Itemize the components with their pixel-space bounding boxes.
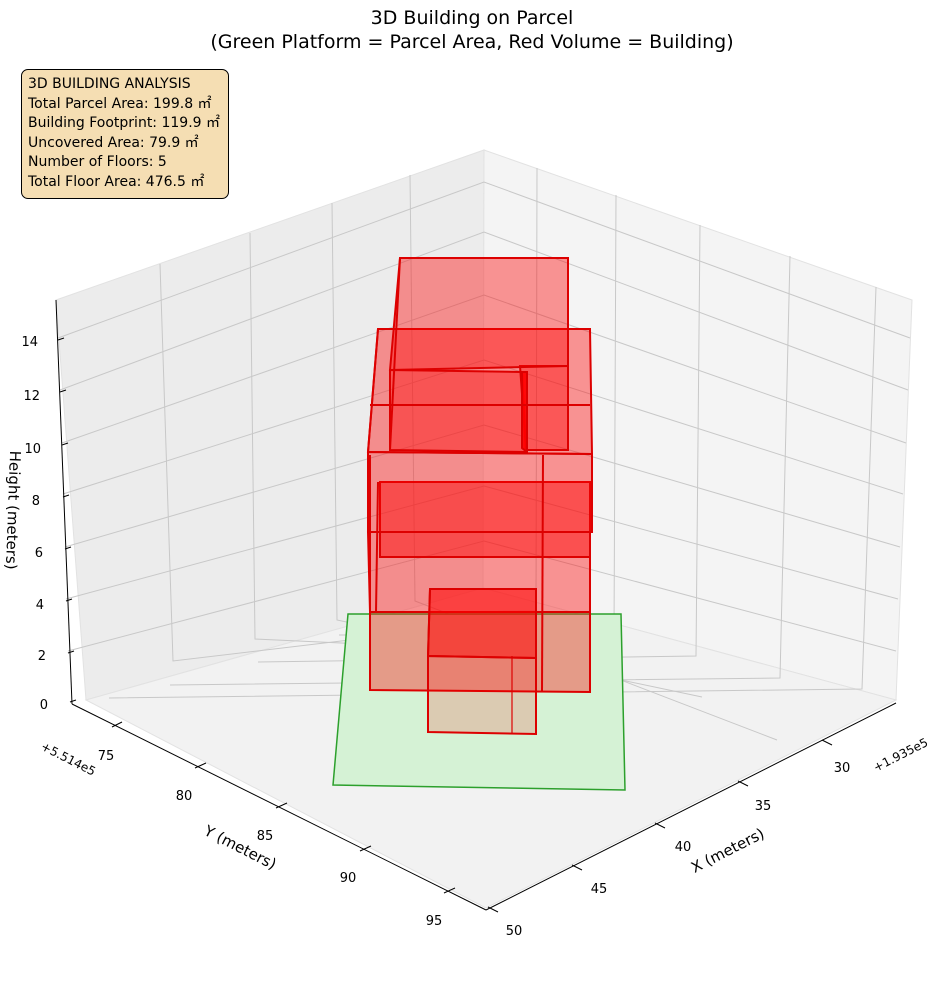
- x-tick: [487, 906, 499, 913]
- z-tick-label: 4: [36, 598, 44, 613]
- z-tick-label: 0: [40, 698, 48, 713]
- building-face: [388, 257, 569, 372]
- y-tick-labels: 75 80 85 90 95: [98, 749, 443, 929]
- x-tick-labels: 30 35 40 45 50: [506, 761, 851, 939]
- y-tick-label: 75: [98, 749, 115, 764]
- building-face: [367, 450, 593, 533]
- y-tick-label: 80: [176, 789, 193, 804]
- x-tick: [654, 822, 666, 829]
- gridline: [57, 181, 911, 339]
- z-tick: [65, 598, 73, 602]
- chart-title-line-2: (Green Platform = Parcel Area, Red Volum…: [210, 31, 734, 53]
- gridline: [59, 231, 909, 391]
- z-tick-labels: 14 12 10 8 6 4 2 0: [21, 335, 48, 713]
- z-tick: [61, 442, 69, 446]
- y-tick: [443, 887, 456, 894]
- chart-title: 3D Building on Parcel (Green Platform = …: [0, 6, 944, 54]
- z-tick-label: 6: [35, 546, 43, 561]
- info-heading: 3D BUILDING ANALYSIS: [28, 76, 191, 92]
- z-tick: [62, 494, 70, 498]
- building-edge: [389, 257, 401, 451]
- y-tick-label: 95: [426, 914, 443, 929]
- y-tick: [359, 845, 372, 852]
- info-line: Total Floor Area: 476.5 ㎡: [28, 173, 205, 190]
- gridline: [409, 174, 778, 741]
- gridline: [67, 540, 897, 652]
- building-edge: [427, 588, 431, 657]
- z-tick: [64, 546, 72, 550]
- x-tick-label: 50: [506, 924, 523, 939]
- z-tick-label: 8: [32, 494, 40, 509]
- x-axis-title: X (meters): [688, 824, 767, 876]
- x-tick-label: 45: [591, 882, 608, 897]
- building-face: [521, 371, 528, 455]
- x-axis-line: [485, 702, 897, 911]
- gridline: [62, 359, 904, 495]
- building-edge: [541, 454, 544, 693]
- z-tick: [59, 389, 67, 393]
- building-face: [389, 368, 528, 454]
- x-tick-label: 30: [834, 761, 851, 776]
- info-line: Number of Floors: 5: [28, 154, 167, 171]
- gridline: [64, 424, 901, 548]
- chart-title-line-1: 3D Building on Parcel: [370, 7, 574, 29]
- z-tick-label: 10: [24, 442, 41, 457]
- x-tick: [737, 780, 749, 787]
- building-edge: [367, 328, 379, 453]
- z-tick: [67, 650, 75, 654]
- z-axis-title: Height (meters): [2, 450, 24, 570]
- info-line: Uncovered Area: 79.9 ㎡: [28, 134, 199, 151]
- z-tick-label: 12: [23, 389, 40, 404]
- x-tick: [571, 864, 583, 871]
- z-tick-label: 2: [38, 649, 46, 664]
- z-tick-label: 14: [21, 335, 38, 350]
- y-tick-label: 85: [257, 829, 274, 844]
- info-line: Building Footprint: 119.9 ㎡: [28, 115, 221, 132]
- x-offset-label: +1.935e5: [871, 735, 930, 774]
- building-edge: [375, 481, 379, 613]
- building-analysis-box: 3D BUILDING ANALYSIS Total Parcel Area: …: [21, 69, 229, 199]
- building-volume: [366, 257, 594, 736]
- info-line: Total Parcel Area: 199.8 ㎡: [28, 95, 212, 112]
- y-tick: [111, 721, 123, 728]
- x-tick: [821, 739, 833, 746]
- x-tick-label: 40: [675, 840, 692, 855]
- z-tick: [57, 337, 65, 341]
- building-face: [427, 654, 537, 736]
- x-tick-label: 35: [755, 799, 772, 814]
- gridline: [61, 294, 907, 444]
- gridline: [65, 485, 899, 600]
- building-face: [426, 588, 537, 660]
- y-tick-label: 90: [340, 871, 357, 886]
- tick-marks: [57, 337, 833, 913]
- z-axis-line: [55, 299, 73, 705]
- y-tick: [194, 762, 207, 769]
- y-tick: [275, 802, 288, 809]
- y-offset-label: +5.514e5: [39, 739, 98, 778]
- z-tick: [69, 699, 77, 703]
